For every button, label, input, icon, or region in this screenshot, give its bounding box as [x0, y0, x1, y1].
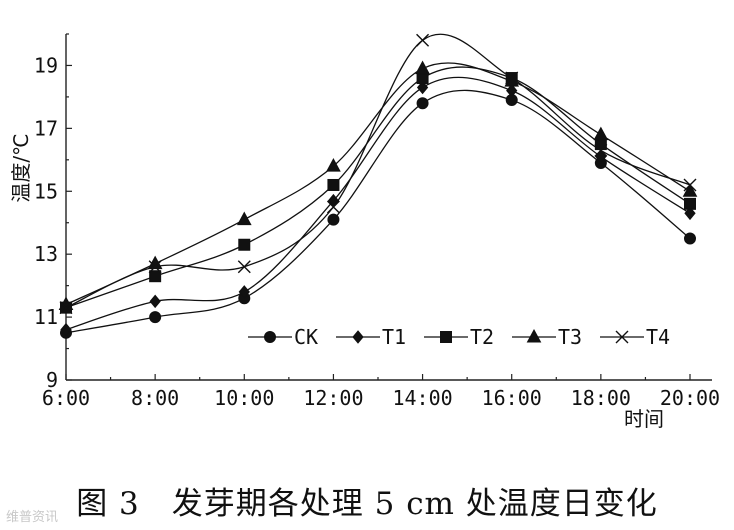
y-tick-label: 17: [34, 116, 58, 140]
data-point-t1: [149, 294, 161, 309]
series-t1: [60, 76, 696, 337]
x-tick-label: 14:00: [392, 386, 452, 410]
data-point-t2: [149, 270, 162, 283]
x-tick-label: 10:00: [214, 386, 274, 410]
data-point-t4: [416, 33, 430, 47]
legend-marker: [264, 331, 276, 343]
data-point-t4: [505, 71, 519, 85]
legend-item-ck: CK: [248, 325, 318, 349]
y-axis-ticks: 9 11 13 15 17 19: [34, 33, 72, 392]
data-point-ck: [149, 311, 162, 324]
data-point-t1: [506, 83, 518, 98]
legend-label: T1: [382, 325, 406, 349]
legend-marker: [615, 330, 629, 344]
series-t4: [59, 33, 697, 315]
data-point-t1: [416, 80, 429, 95]
y-tick-label: 11: [34, 305, 58, 329]
data-point-t2: [684, 197, 696, 210]
legend-marker: [526, 328, 542, 343]
data-point-t4: [237, 260, 251, 274]
y-tick-label: 15: [34, 179, 58, 203]
y-tick-label: 13: [34, 242, 58, 266]
y-axis-title: 温度/℃: [9, 133, 33, 202]
legend-item-t1: T1: [336, 325, 406, 349]
x-axis-ticks: 6:00 8:00 10:00 12:00 14:00 16:00 18:00 20:00: [42, 374, 720, 410]
legend-label: T2: [470, 325, 494, 349]
data-point-t3: [326, 158, 341, 172]
data-point-t2: [416, 72, 429, 85]
y-tick-label: 19: [34, 53, 58, 77]
series-line-t2: [65, 66, 691, 309]
data-point-ck: [684, 232, 696, 245]
series-line-t1: [65, 76, 691, 331]
series-line-ck: [65, 89, 691, 334]
legend-label: T3: [558, 325, 582, 349]
x-tick-label: 20:00: [660, 386, 720, 410]
data-point-t3: [415, 60, 430, 75]
line-chart: 9 11 13 15 17 19 6:00 8:00 10:00 12:00 14:00 16:00…: [9, 33, 720, 431]
data-point-t1: [238, 285, 250, 299]
data-point-t3: [236, 211, 252, 226]
data-point-t4: [59, 301, 73, 315]
x-axis-title: 时间: [624, 407, 664, 431]
data-point-t4: [148, 260, 162, 274]
legend: CK T1 T2 T3 T4: [248, 325, 670, 349]
chart-axes: [65, 34, 712, 381]
data-point-t4: [326, 200, 340, 214]
x-tick-label: 8:00: [131, 386, 179, 410]
data-point-t1: [684, 206, 696, 221]
x-tick-label: 18:00: [571, 386, 631, 410]
legend-item-t3: T3: [512, 325, 582, 349]
watermark: 维普资讯: [6, 510, 59, 525]
y-tick-label: 9: [46, 368, 58, 392]
data-point-t1: [60, 322, 72, 337]
x-tick-label: 12:00: [303, 386, 363, 410]
legend-marker: [440, 331, 452, 343]
data-point-t3: [593, 126, 609, 141]
legend-item-t4: T4: [600, 325, 670, 349]
data-point-t4: [594, 143, 608, 157]
legend-label: T4: [646, 325, 670, 349]
data-point-t2: [238, 238, 251, 251]
series-t2: [60, 66, 696, 314]
data-point-ck: [416, 97, 429, 110]
x-tick-label: 6:00: [42, 386, 90, 410]
data-point-t4: [683, 178, 697, 192]
legend-item-t2: T2: [424, 325, 494, 349]
data-point-ck: [327, 213, 340, 226]
legend-marker: [352, 330, 364, 344]
data-point-t3: [682, 183, 698, 197]
x-tick-label: 16:00: [482, 386, 542, 410]
series-layer: [58, 33, 698, 339]
figure-caption: 图 3 发芽期各处理 5 cm 处温度日变化: [76, 486, 658, 522]
legend-label: CK: [294, 325, 318, 349]
series-line-t4: [65, 33, 691, 309]
data-point-t2: [327, 178, 340, 191]
